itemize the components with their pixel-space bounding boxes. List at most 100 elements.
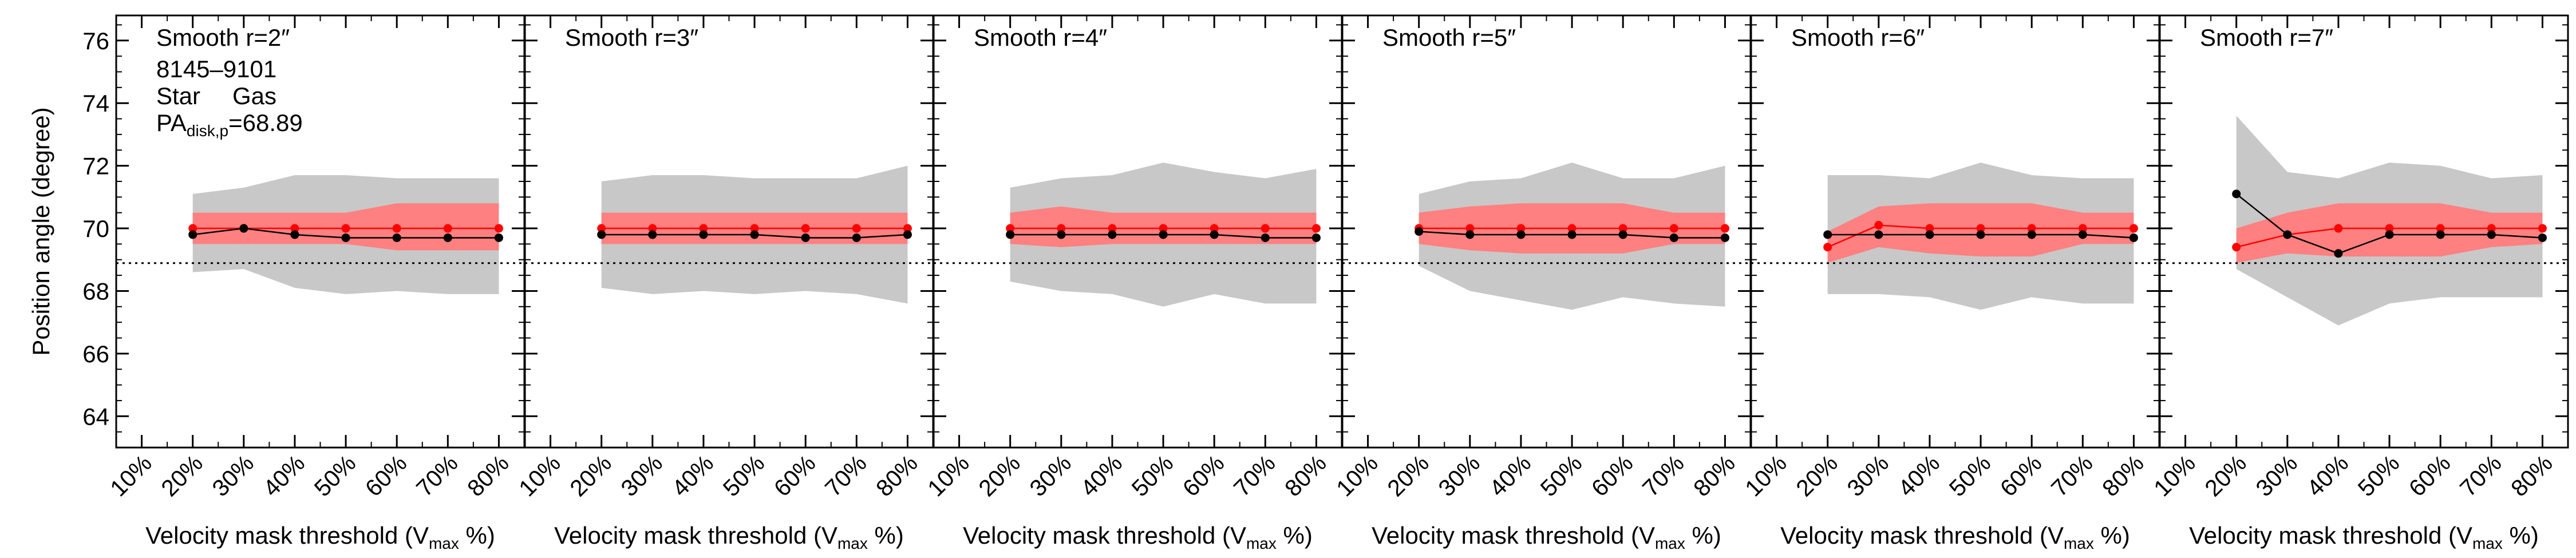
x-axis-label: Velocity mask threshold (Vmax %) [145,522,495,552]
star-point [2334,249,2343,258]
x-tick-label: 40% [1484,450,1536,502]
star-point [2385,230,2394,239]
x-axis-label-end: %) [868,522,904,549]
x-axis-label-end: %) [1277,522,1313,549]
star-point [2538,233,2547,242]
gas-point [1823,243,1832,252]
gas-point [1874,221,1883,230]
x-tick-label: 50% [1535,450,1587,502]
y-tick-label: 68 [82,278,109,304]
x-tick-label: 30% [616,450,668,502]
star-point [2436,230,2445,239]
x-axis-label-main: Velocity mask threshold (V [1780,522,2064,549]
star-point [1465,230,1475,239]
panel-title: Smooth r=5″ [1382,24,1516,51]
star-point [1516,230,1526,239]
star-point [1618,230,1627,239]
star-point [188,230,197,239]
panel-title: Smooth r=2″ [156,24,290,51]
x-tick-label: 80% [1279,450,1332,502]
x-axis-label-subscript: max [1655,535,1685,552]
star-point [597,230,606,239]
x-axis-label: Velocity mask threshold (Vmax %) [554,522,904,552]
panel-title: Smooth r=4″ [974,24,1107,51]
x-axis-label-main: Velocity mask threshold (V [145,522,429,549]
x-tick-label: 70% [411,450,463,502]
x-tick-label: 30% [1433,450,1485,502]
star-point [801,233,810,242]
star-point [494,233,503,242]
x-tick-label: 80% [1688,450,1740,502]
x-tick-label: 10% [2148,450,2200,502]
pa-annotation-main: PA [156,109,187,136]
x-tick-label: 40% [1076,450,1128,502]
x-axis-label-end: %) [2094,522,2130,549]
y-tick-label: 70 [82,215,109,242]
pa-annotation: PAdisk,p=68.89 [156,109,303,140]
x-tick-label: 40% [258,450,310,502]
star-point [1108,230,1117,239]
gas-point [2538,224,2547,233]
x-tick-label: 50% [1127,450,1179,502]
gas-point [392,224,401,233]
x-tick-label: 10% [1331,450,1383,502]
x-tick-label: 40% [667,450,719,502]
panel-1: 64 66 68 70 72 74 76 10%20%30%40%50%60%70%80% Sm… [82,14,526,552]
x-axis-label: Velocity mask threshold (Vmax %) [1372,522,1721,552]
gas-point [2129,224,2138,233]
x-tick-label: 60% [2404,450,2456,502]
y-tick-label: 74 [82,90,109,117]
gas-point [2078,224,2087,233]
x-tick-label: 70% [2455,450,2507,502]
gas-point [188,224,197,233]
gas-point [1108,224,1117,233]
gas-point [2436,224,2445,233]
star-point [648,230,657,239]
gas-point [1618,224,1627,233]
x-tick-label: 20% [1791,450,1843,502]
gas-point [852,224,861,233]
x-axis-label-subscript: max [1246,535,1277,552]
x-tick-label: 60% [769,450,821,502]
star-point [1006,230,1015,239]
x-axis-label-main: Velocity mask threshold (V [554,522,837,549]
y-tick-label: 66 [82,341,109,367]
x-tick-label: 10% [922,450,974,502]
star-point [2129,233,2138,242]
gas-point [648,224,657,233]
y-axis-label: Position angle (degree) [27,107,54,355]
star-point [341,233,350,242]
x-tick-label: 30% [1842,450,1894,502]
panel-6: 10%20%30%40%50%60%70%80% Smooth r=7″ Veloc… [2148,14,2569,552]
star-point [239,224,248,233]
gas-point [1465,224,1475,233]
x-axis-label-end: %) [459,522,495,549]
star-point [1925,230,1934,239]
gas-point [1720,224,1729,233]
x-tick-label: 20% [1382,450,1434,502]
star-point [2027,230,2036,239]
panel-5: 10%20%30%40%50%60%70%80% Smooth r=6″ Veloc… [1740,14,2160,552]
x-tick-label: 20% [564,450,617,502]
x-tick-label: 50% [2353,450,2405,502]
star-point [1311,233,1321,242]
star-point [1567,230,1577,239]
x-tick-label: 60% [360,450,412,502]
legend-star: Star [156,82,200,109]
legend-gas: Gas [232,82,276,109]
x-axis-label-end: %) [2503,522,2539,549]
x-axis-label: Velocity mask threshold (Vmax %) [2189,522,2539,552]
star-point [903,230,912,239]
x-axis-label: Velocity mask threshold (Vmax %) [1780,522,2130,552]
x-axis-label-subscript: max [429,535,459,552]
x-axis-label: Velocity mask threshold (Vmax %) [963,522,1313,552]
x-tick-label: 60% [1995,450,2047,502]
panel-4: 10%20%30%40%50%60%70%80% Smooth r=5″ Veloc… [1331,14,1752,552]
gas-point [903,224,912,233]
star-point [1159,230,1168,239]
gas-point [341,224,350,233]
x-axis-label-subscript: max [837,535,868,552]
x-tick-label: 80% [2097,450,2149,502]
gas-point [1516,224,1526,233]
x-tick-label: 70% [820,450,872,502]
